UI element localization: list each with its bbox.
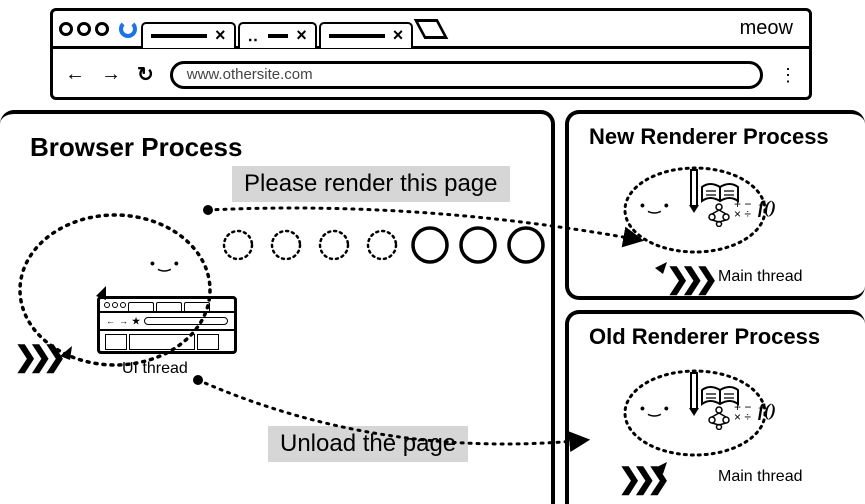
browser-tab[interactable]: ‥×: [238, 22, 317, 48]
panel-title: Browser Process: [30, 132, 242, 163]
traffic-light-icon: [95, 22, 109, 36]
back-icon[interactable]: ←: [65, 63, 85, 86]
pencil-icon: [690, 169, 698, 205]
message-render: Please render this page: [232, 166, 510, 202]
math-icon: + −× ÷: [734, 402, 751, 422]
window-controls: [59, 22, 109, 36]
face-icon: • ‿ •: [640, 400, 669, 417]
tree-icon: [708, 203, 730, 232]
renderer-illustration: • ‿ • + −× ÷ f(): [620, 358, 780, 468]
browser-tab[interactable]: ×: [319, 22, 414, 48]
browser-tab[interactable]: ×: [141, 22, 236, 48]
function-icon: f(): [758, 400, 776, 421]
traffic-light-icon: [77, 22, 91, 36]
thread-label: Main thread: [718, 468, 803, 486]
new-tab-button[interactable]: [414, 19, 449, 39]
url-text: www.othersite.com: [187, 66, 313, 83]
forward-icon[interactable]: →: [101, 63, 121, 86]
close-icon[interactable]: ×: [393, 25, 404, 46]
message-unload: Unload the page: [268, 426, 468, 462]
thread-label: Main thread: [718, 268, 803, 286]
face-icon: • ‿ •: [640, 197, 669, 214]
ui-thread-icon: ←→★: [97, 296, 237, 354]
brand-label: meow: [740, 17, 793, 40]
panel-title: Old Renderer Process: [589, 324, 820, 350]
math-icon: + −× ÷: [734, 199, 751, 219]
pencil-icon: [690, 372, 698, 408]
address-bar[interactable]: www.othersite.com: [170, 61, 763, 89]
function-icon: f(): [758, 197, 776, 218]
reload-icon[interactable]: ↻: [137, 62, 154, 87]
traffic-light-icon: [59, 22, 73, 36]
tree-icon: [708, 406, 730, 435]
browser-window-chrome: × ‥× × meow ← → ↻ www.othersite.com ⋮: [50, 8, 812, 100]
ui-thread-label: UI thread: [122, 360, 188, 378]
renderer-illustration: • ‿ • + −× ÷ f(): [620, 155, 780, 265]
chevrons-icon: ❯❯❯: [666, 262, 709, 295]
close-icon[interactable]: ×: [215, 25, 226, 46]
panel-title: New Renderer Process: [589, 124, 829, 150]
chevrons-icon: ❯❯❯: [14, 340, 57, 373]
loading-spinner-icon: [119, 20, 137, 38]
address-bar-row: ← → ↻ www.othersite.com ⋮: [53, 49, 809, 100]
tab-strip: × ‥× × meow: [53, 11, 809, 49]
close-icon[interactable]: ×: [296, 25, 307, 46]
menu-icon[interactable]: ⋮: [779, 72, 797, 78]
